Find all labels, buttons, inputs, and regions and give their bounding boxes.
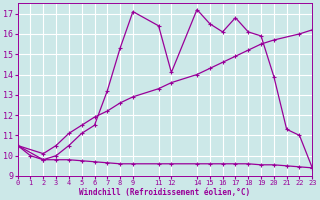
X-axis label: Windchill (Refroidissement éolien,°C): Windchill (Refroidissement éolien,°C)	[79, 188, 251, 197]
